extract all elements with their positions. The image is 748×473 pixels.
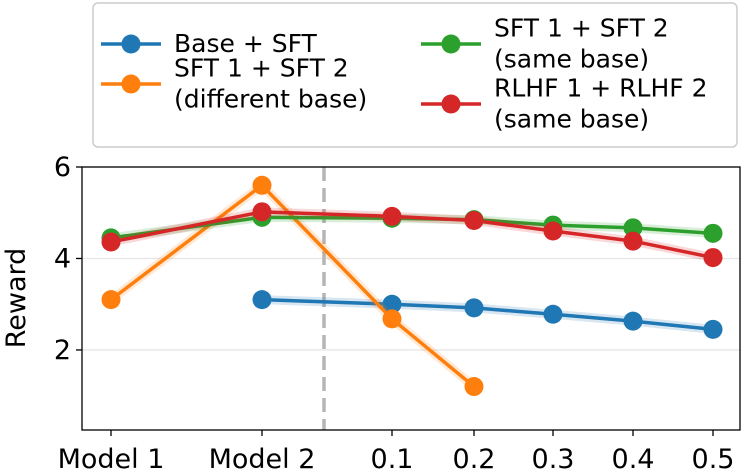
data-point [543,221,563,241]
data-point [464,377,484,397]
data-point [101,232,121,252]
x-tick-label: 0.2 [453,444,496,473]
data-point [623,218,643,238]
series-line [260,297,715,332]
data-point [252,290,272,310]
series-group [101,175,723,397]
y-tick-label: 6 [54,152,71,183]
x-tick-label: 0.3 [532,444,575,473]
legend-item-sft-1-sft-2-different-base: SFT 1 + SFT 2 (different base) [101,54,367,114]
x-tick-label: Model 1 [58,444,165,473]
data-point [101,290,121,310]
data-point [543,304,563,324]
legend-label: SFT 1 + SFT 2 (same base) [494,14,669,74]
legend-marker [121,34,141,54]
x-tick-label: Model 2 [209,444,316,473]
legend-item-base-sft: Base + SFT [101,29,318,58]
legend-item-sft-1-sft-2-same-base: SFT 1 + SFT 2 (same base) [421,14,669,74]
data-point [703,248,723,268]
series-line [109,183,476,389]
legend-marker [441,94,461,114]
x-tick-label: 0.4 [612,444,655,473]
data-point [464,211,484,231]
series-base-sft [252,290,723,339]
series-sft-1-sft-2-different-base [101,175,484,397]
data-point [703,223,723,243]
data-point [252,175,272,195]
data-point [623,311,643,331]
data-point [382,206,402,226]
series-band [257,295,718,334]
x-tick-label: 0.1 [371,444,414,473]
y-axis-label: Reward [1,248,32,349]
x-axis: Model 1 Model 2 0.1 0.2 0.3 0.4 0.5 [58,430,735,473]
data-point [382,309,402,329]
x-tick-label: 0.5 [692,444,735,473]
data-point [623,231,643,251]
legend-item-rlhf-1-rlhf-2-same-base: RLHF 1 + RLHF 2 (same base) [421,74,708,134]
legend-label: SFT 1 + SFT 2 (different base) [174,54,367,114]
data-point [703,319,723,339]
data-point [464,298,484,318]
legend-box [92,2,738,148]
legend-marker [121,74,141,94]
y-tick-label: 2 [54,335,71,366]
legend-label: Base + SFT [174,29,318,58]
y-tick-label: 4 [54,243,71,274]
data-point [382,294,402,314]
legend-marker [441,34,461,54]
series-rlhf-1-rlhf-2-same-base [101,202,723,268]
data-point [252,202,272,222]
legend-label: RLHF 1 + RLHF 2 (same base) [494,74,708,134]
plot-frame [81,166,741,431]
y-axis: 2 4 6 [54,152,82,366]
